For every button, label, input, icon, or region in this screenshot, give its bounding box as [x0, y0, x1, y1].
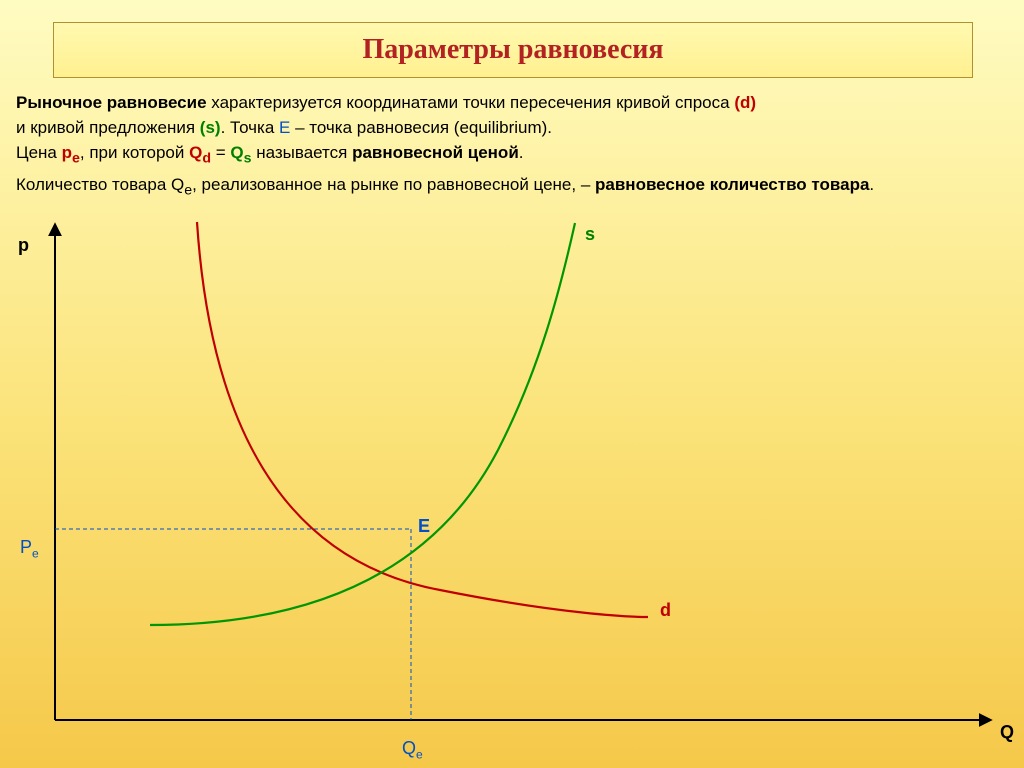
- line3: Цена pe, при которой Qd = Qs называется …: [16, 142, 1008, 169]
- demand-curve: [197, 222, 648, 617]
- t-l2c: . Точка: [221, 118, 279, 137]
- x-axis-label: Q: [1000, 722, 1014, 743]
- t-l3i: .: [519, 143, 524, 162]
- qe-label: Qe: [402, 738, 423, 762]
- t-l3d: Qd: [189, 143, 211, 162]
- t-l2d: Е: [279, 118, 290, 137]
- t-l3e: =: [211, 143, 230, 162]
- t-l1a: Рыночное равновесие: [16, 93, 207, 112]
- y-axis-label: р: [18, 235, 29, 256]
- line2: и кривой предложения (s). Точка Е – точк…: [16, 117, 1008, 140]
- t-l1b: характеризуется координатами точки перес…: [207, 93, 735, 112]
- t-l2e: – точка равновесия (equilibrium).: [290, 118, 552, 137]
- t-l4c: равновесное количество товара: [595, 175, 869, 194]
- supply-curve: [150, 223, 575, 625]
- t-l4a: Количество товара Qe: [16, 175, 192, 194]
- page-title: Параметры равновесия: [362, 34, 663, 66]
- t-l1c: (d): [734, 93, 756, 112]
- line1: Рыночное равновесие характеризуется коор…: [16, 92, 1008, 115]
- t-l2a: и кривой предложения: [16, 118, 200, 137]
- t-l4b: , реализованное на рынке по равновесной …: [192, 175, 595, 194]
- line4: Количество товара Qe, реализованное на р…: [16, 174, 1008, 201]
- t-l3f: Qs: [230, 143, 251, 162]
- t-l3c: , при которой: [80, 143, 189, 162]
- e-label: Е: [418, 516, 430, 537]
- t-l3a: Цена: [16, 143, 62, 162]
- t-l3g: называется: [251, 143, 352, 162]
- s-label: s: [585, 224, 595, 245]
- pe-label: Рe: [20, 537, 39, 561]
- t-l3b: pe: [62, 143, 80, 162]
- d-label: d: [660, 600, 671, 621]
- title-box: Параметры равновесия: [53, 22, 973, 78]
- t-l4d: .: [869, 175, 874, 194]
- t-l3h: равновесной ценой: [352, 143, 519, 162]
- t-l2b: (s): [200, 118, 221, 137]
- description: Рыночное равновесие характеризуется коор…: [16, 92, 1008, 203]
